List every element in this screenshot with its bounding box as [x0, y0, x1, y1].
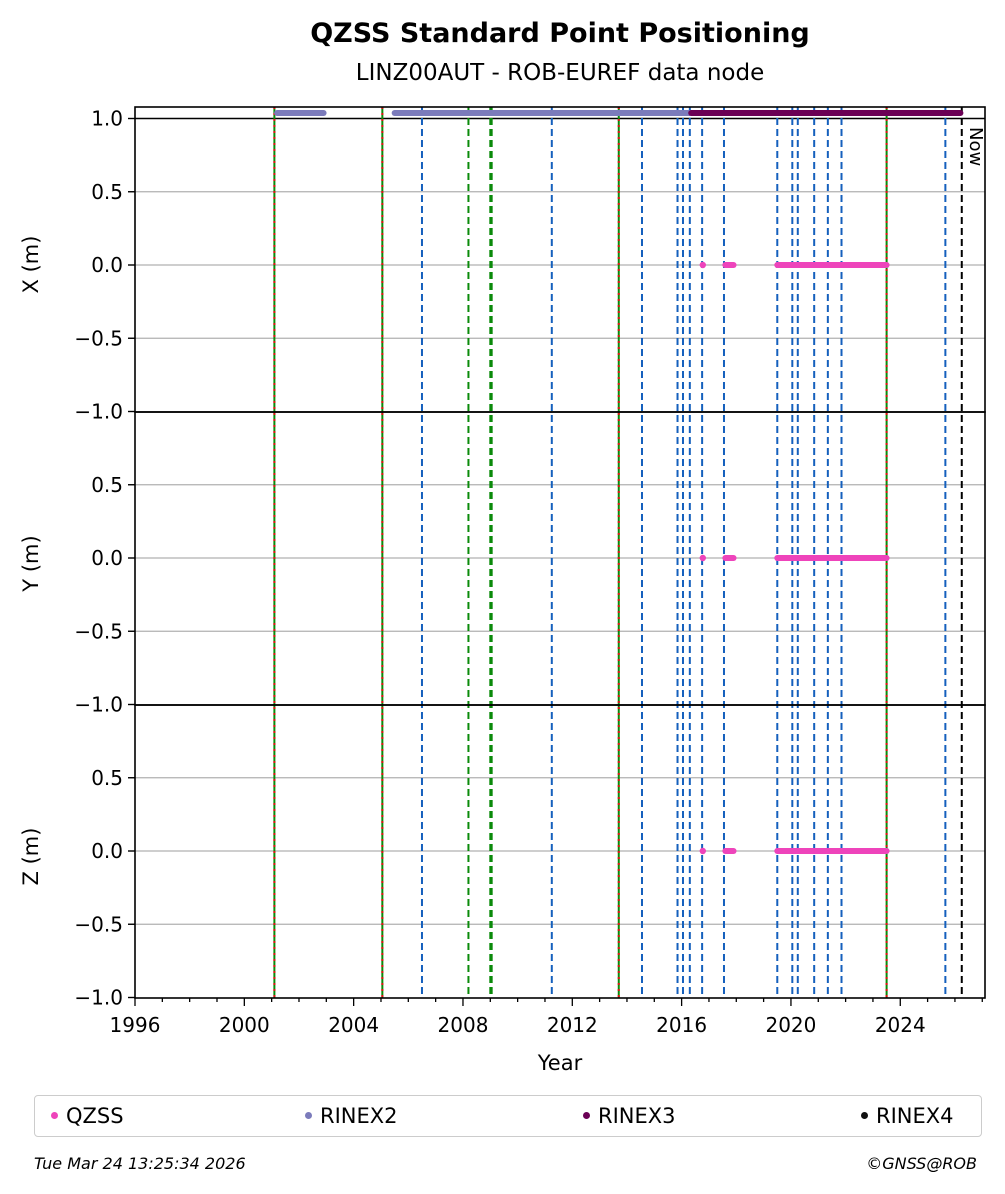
y-axis-label-2: Y (m): [19, 535, 43, 592]
legend-marker-icon: [861, 1111, 868, 1119]
legend-item-rinex4: RINEX4: [861, 1096, 954, 1136]
plot-area: Now 1.0 0.5 0.0 −0.5 −1.0 X (m) 0.5 0.0 −0.5 −1.0 Y…: [19, 106, 986, 1037]
y-tick-label: 0.5: [91, 180, 123, 204]
y-tick-label: −0.5: [74, 326, 123, 350]
series-qzss-point: [699, 261, 707, 269]
legend-item-rinex3: RINEX3: [583, 1096, 676, 1136]
x-tick-label: 2000: [219, 1013, 270, 1037]
x-tick-label: 2020: [765, 1013, 816, 1037]
legend-label: QZSS: [66, 1104, 124, 1128]
x-tick-label: 1996: [110, 1013, 161, 1037]
x-tick-label: 2004: [328, 1013, 379, 1037]
x-tick-label: 2008: [438, 1013, 489, 1037]
legend-label: RINEX3: [598, 1104, 676, 1128]
y-tick-label: 0.0: [91, 253, 123, 277]
y-tick-label: 0.5: [91, 766, 123, 790]
y-axis-label-1: X (m): [19, 236, 43, 294]
series-qzss-point: [699, 847, 707, 855]
legend-marker-icon: [305, 1111, 312, 1119]
x-axis-label: Year: [537, 1051, 583, 1075]
legend-marker-icon: [583, 1111, 590, 1119]
y-tick-label: −0.5: [74, 912, 123, 936]
chart-subtitle: LINZ00AUT - ROB-EUREF data node: [356, 60, 764, 86]
chart-title: QZSS Standard Point Positioning: [310, 18, 810, 49]
legend-label: RINEX4: [876, 1104, 954, 1128]
now-label: Now: [965, 127, 986, 166]
footer-timestamp: Tue Mar 24 13:25:34 2026: [34, 1154, 246, 1173]
y-tick-label: 0.0: [91, 839, 123, 863]
legend-marker-icon: [51, 1111, 58, 1119]
y-tick-label: −1.0: [74, 986, 123, 1010]
y-tick-label: 0.0: [91, 546, 123, 570]
y-tick-label: −1.0: [74, 400, 123, 424]
y-tick-label: 1.0: [91, 107, 123, 131]
legend-item-qzss: QZSS: [51, 1096, 124, 1136]
y-tick-label: −1.0: [74, 693, 123, 717]
y-tick-label: 0.5: [91, 473, 123, 497]
x-tick-label: 2024: [875, 1013, 926, 1037]
x-tick-label: 2012: [547, 1013, 598, 1037]
qzss-spp-chart: QZSS Standard Point Positioning LINZ00AU…: [19, 18, 986, 1075]
y-axis-label-3: Z (m): [19, 828, 43, 886]
panel-1-frame: [134, 106, 986, 413]
x-tick-label: 2016: [656, 1013, 707, 1037]
series-qzss-point: [699, 554, 707, 562]
legend-label: RINEX2: [320, 1104, 398, 1128]
y-tick-label: −0.5: [74, 619, 123, 643]
legend-item-rinex2: RINEX2: [305, 1096, 398, 1136]
footer-credit: ©GNSS@ROB: [866, 1154, 977, 1173]
chart-legend: QZSS RINEX2 RINEX3 RINEX4: [34, 1095, 982, 1137]
